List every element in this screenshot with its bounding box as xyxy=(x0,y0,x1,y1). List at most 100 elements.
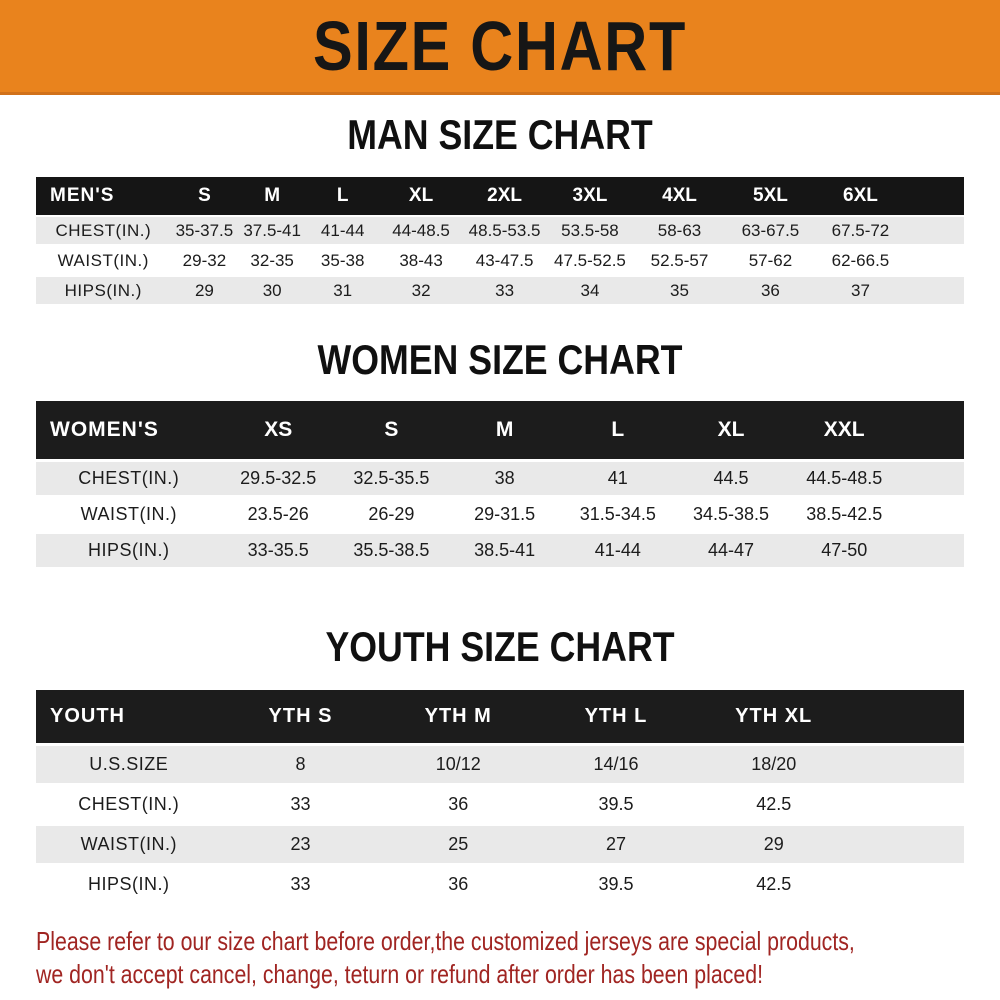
men-col-header-xl: XL xyxy=(379,177,463,217)
row-label: HIPS(IN.) xyxy=(36,277,171,307)
spacer-cell xyxy=(900,401,964,462)
row-label: U.S.SIZE xyxy=(36,746,222,786)
youth-col-header-xl: YTH XL xyxy=(694,690,853,746)
table-cell: 32 xyxy=(379,277,463,307)
men-header-row: MEN'S S M L XL 2XL 3XL 4XL 5XL 6XL xyxy=(36,177,964,217)
table-cell: 37.5-41 xyxy=(238,217,307,247)
banner-title: SIZE CHART xyxy=(313,7,687,85)
table-cell: 41 xyxy=(561,462,675,498)
spacer-cell xyxy=(852,826,964,866)
row-label: CHEST(IN.) xyxy=(36,786,222,826)
table-cell: 34 xyxy=(546,277,634,307)
youth-col-header-l: YTH L xyxy=(537,690,695,746)
men-col-header-4xl: 4XL xyxy=(633,177,726,217)
women-header-row: WOMEN'S XS S M L XL XXL xyxy=(36,401,964,462)
table-cell: 42.5 xyxy=(694,786,853,826)
table-cell: 27 xyxy=(537,826,695,866)
table-cell: 39.5 xyxy=(537,866,695,906)
men-col-header-3xl: 3XL xyxy=(546,177,634,217)
women-hips-row: HIPS(IN.) 33-35.5 35.5-38.5 38.5-41 41-4… xyxy=(36,534,964,570)
youth-waist-row: WAIST(IN.) 23 25 27 29 xyxy=(36,826,964,866)
table-cell: 31 xyxy=(306,277,380,307)
men-hips-row: HIPS(IN.) 29 30 31 32 33 34 35 36 37 xyxy=(36,277,964,307)
table-cell: 32-35 xyxy=(238,247,307,277)
youth-col-header-s: YTH S xyxy=(221,690,380,746)
spacer-cell xyxy=(905,217,964,247)
table-cell: 31.5-34.5 xyxy=(561,498,675,534)
row-label: WAIST(IN.) xyxy=(36,247,171,277)
table-cell: 36 xyxy=(379,786,538,826)
size-chart-banner: SIZE CHART xyxy=(0,0,1000,95)
spacer-cell xyxy=(900,498,964,534)
spacer-cell xyxy=(852,746,964,786)
table-cell: 30 xyxy=(238,277,307,307)
table-cell: 38.5-42.5 xyxy=(787,498,901,534)
youth-size-table: YOUTH YTH S YTH M YTH L YTH XL U.S.SIZE … xyxy=(36,690,964,906)
women-group-label: WOMEN'S xyxy=(36,401,222,462)
table-cell: 52.5-57 xyxy=(633,247,726,277)
men-col-header-5xl: 5XL xyxy=(725,177,816,217)
women-size-table: WOMEN'S XS S M L XL XXL CHEST(IN.) 29.5-… xyxy=(36,401,964,570)
row-label: WAIST(IN.) xyxy=(36,826,222,866)
table-cell: 33 xyxy=(221,786,380,826)
spacer-cell xyxy=(852,866,964,906)
table-cell: 33-35.5 xyxy=(221,534,335,570)
men-size-table: MEN'S S M L XL 2XL 3XL 4XL 5XL 6XL CHEST… xyxy=(36,177,964,307)
youth-size-chart-heading: YOUTH SIZE CHART xyxy=(325,623,675,670)
table-cell: 29-32 xyxy=(170,247,239,277)
table-cell: 42.5 xyxy=(694,866,853,906)
man-size-chart-heading: MAN SIZE CHART xyxy=(347,111,653,158)
women-col-header-xxl: XXL xyxy=(787,401,901,462)
row-label: HIPS(IN.) xyxy=(36,534,222,570)
spacer-cell xyxy=(905,177,964,217)
table-cell: 44.5 xyxy=(674,462,788,498)
table-cell: 47-50 xyxy=(787,534,901,570)
youth-group-label: YOUTH xyxy=(36,690,222,746)
table-cell: 38.5-41 xyxy=(448,534,562,570)
table-cell: 25 xyxy=(379,826,538,866)
table-cell: 8 xyxy=(221,746,380,786)
youth-hips-row: HIPS(IN.) 33 36 39.5 42.5 xyxy=(36,866,964,906)
women-col-header-xl: XL xyxy=(674,401,788,462)
table-cell: 35 xyxy=(633,277,726,307)
women-waist-row: WAIST(IN.) 23.5-26 26-29 29-31.5 31.5-34… xyxy=(36,498,964,534)
table-cell: 36 xyxy=(379,866,538,906)
men-col-header-6xl: 6XL xyxy=(815,177,906,217)
table-cell: 67.5-72 xyxy=(815,217,906,247)
table-cell: 63-67.5 xyxy=(725,217,816,247)
table-cell: 29 xyxy=(170,277,239,307)
disclaimer-line-2: we don't accept cancel, change, teturn o… xyxy=(36,959,764,989)
spacer-cell xyxy=(905,277,964,307)
table-cell: 47.5-52.5 xyxy=(546,247,634,277)
youth-header-row: YOUTH YTH S YTH M YTH L YTH XL xyxy=(36,690,964,746)
youth-col-header-m: YTH M xyxy=(379,690,538,746)
women-col-header-l: L xyxy=(561,401,675,462)
table-cell: 44-48.5 xyxy=(379,217,463,247)
spacer-cell xyxy=(852,786,964,826)
spacer-cell xyxy=(905,247,964,277)
row-label: CHEST(IN.) xyxy=(36,217,171,247)
table-cell: 35-38 xyxy=(306,247,380,277)
table-cell: 43-47.5 xyxy=(462,247,547,277)
table-cell: 10/12 xyxy=(379,746,538,786)
table-cell: 23 xyxy=(221,826,380,866)
table-cell: 14/16 xyxy=(537,746,695,786)
women-col-header-m: M xyxy=(448,401,562,462)
table-cell: 53.5-58 xyxy=(546,217,634,247)
table-cell: 33 xyxy=(221,866,380,906)
table-cell: 57-62 xyxy=(725,247,816,277)
men-chest-row: CHEST(IN.) 35-37.5 37.5-41 41-44 44-48.5… xyxy=(36,217,964,247)
row-label: HIPS(IN.) xyxy=(36,866,222,906)
table-cell: 37 xyxy=(815,277,906,307)
table-cell: 38-43 xyxy=(379,247,463,277)
men-col-header-m: M xyxy=(238,177,307,217)
table-cell: 18/20 xyxy=(694,746,853,786)
table-cell: 44.5-48.5 xyxy=(787,462,901,498)
row-label: WAIST(IN.) xyxy=(36,498,222,534)
table-cell: 39.5 xyxy=(537,786,695,826)
table-cell: 35.5-38.5 xyxy=(334,534,449,570)
table-cell: 26-29 xyxy=(334,498,449,534)
table-cell: 29 xyxy=(694,826,853,866)
table-cell: 29-31.5 xyxy=(448,498,562,534)
table-cell: 44-47 xyxy=(674,534,788,570)
